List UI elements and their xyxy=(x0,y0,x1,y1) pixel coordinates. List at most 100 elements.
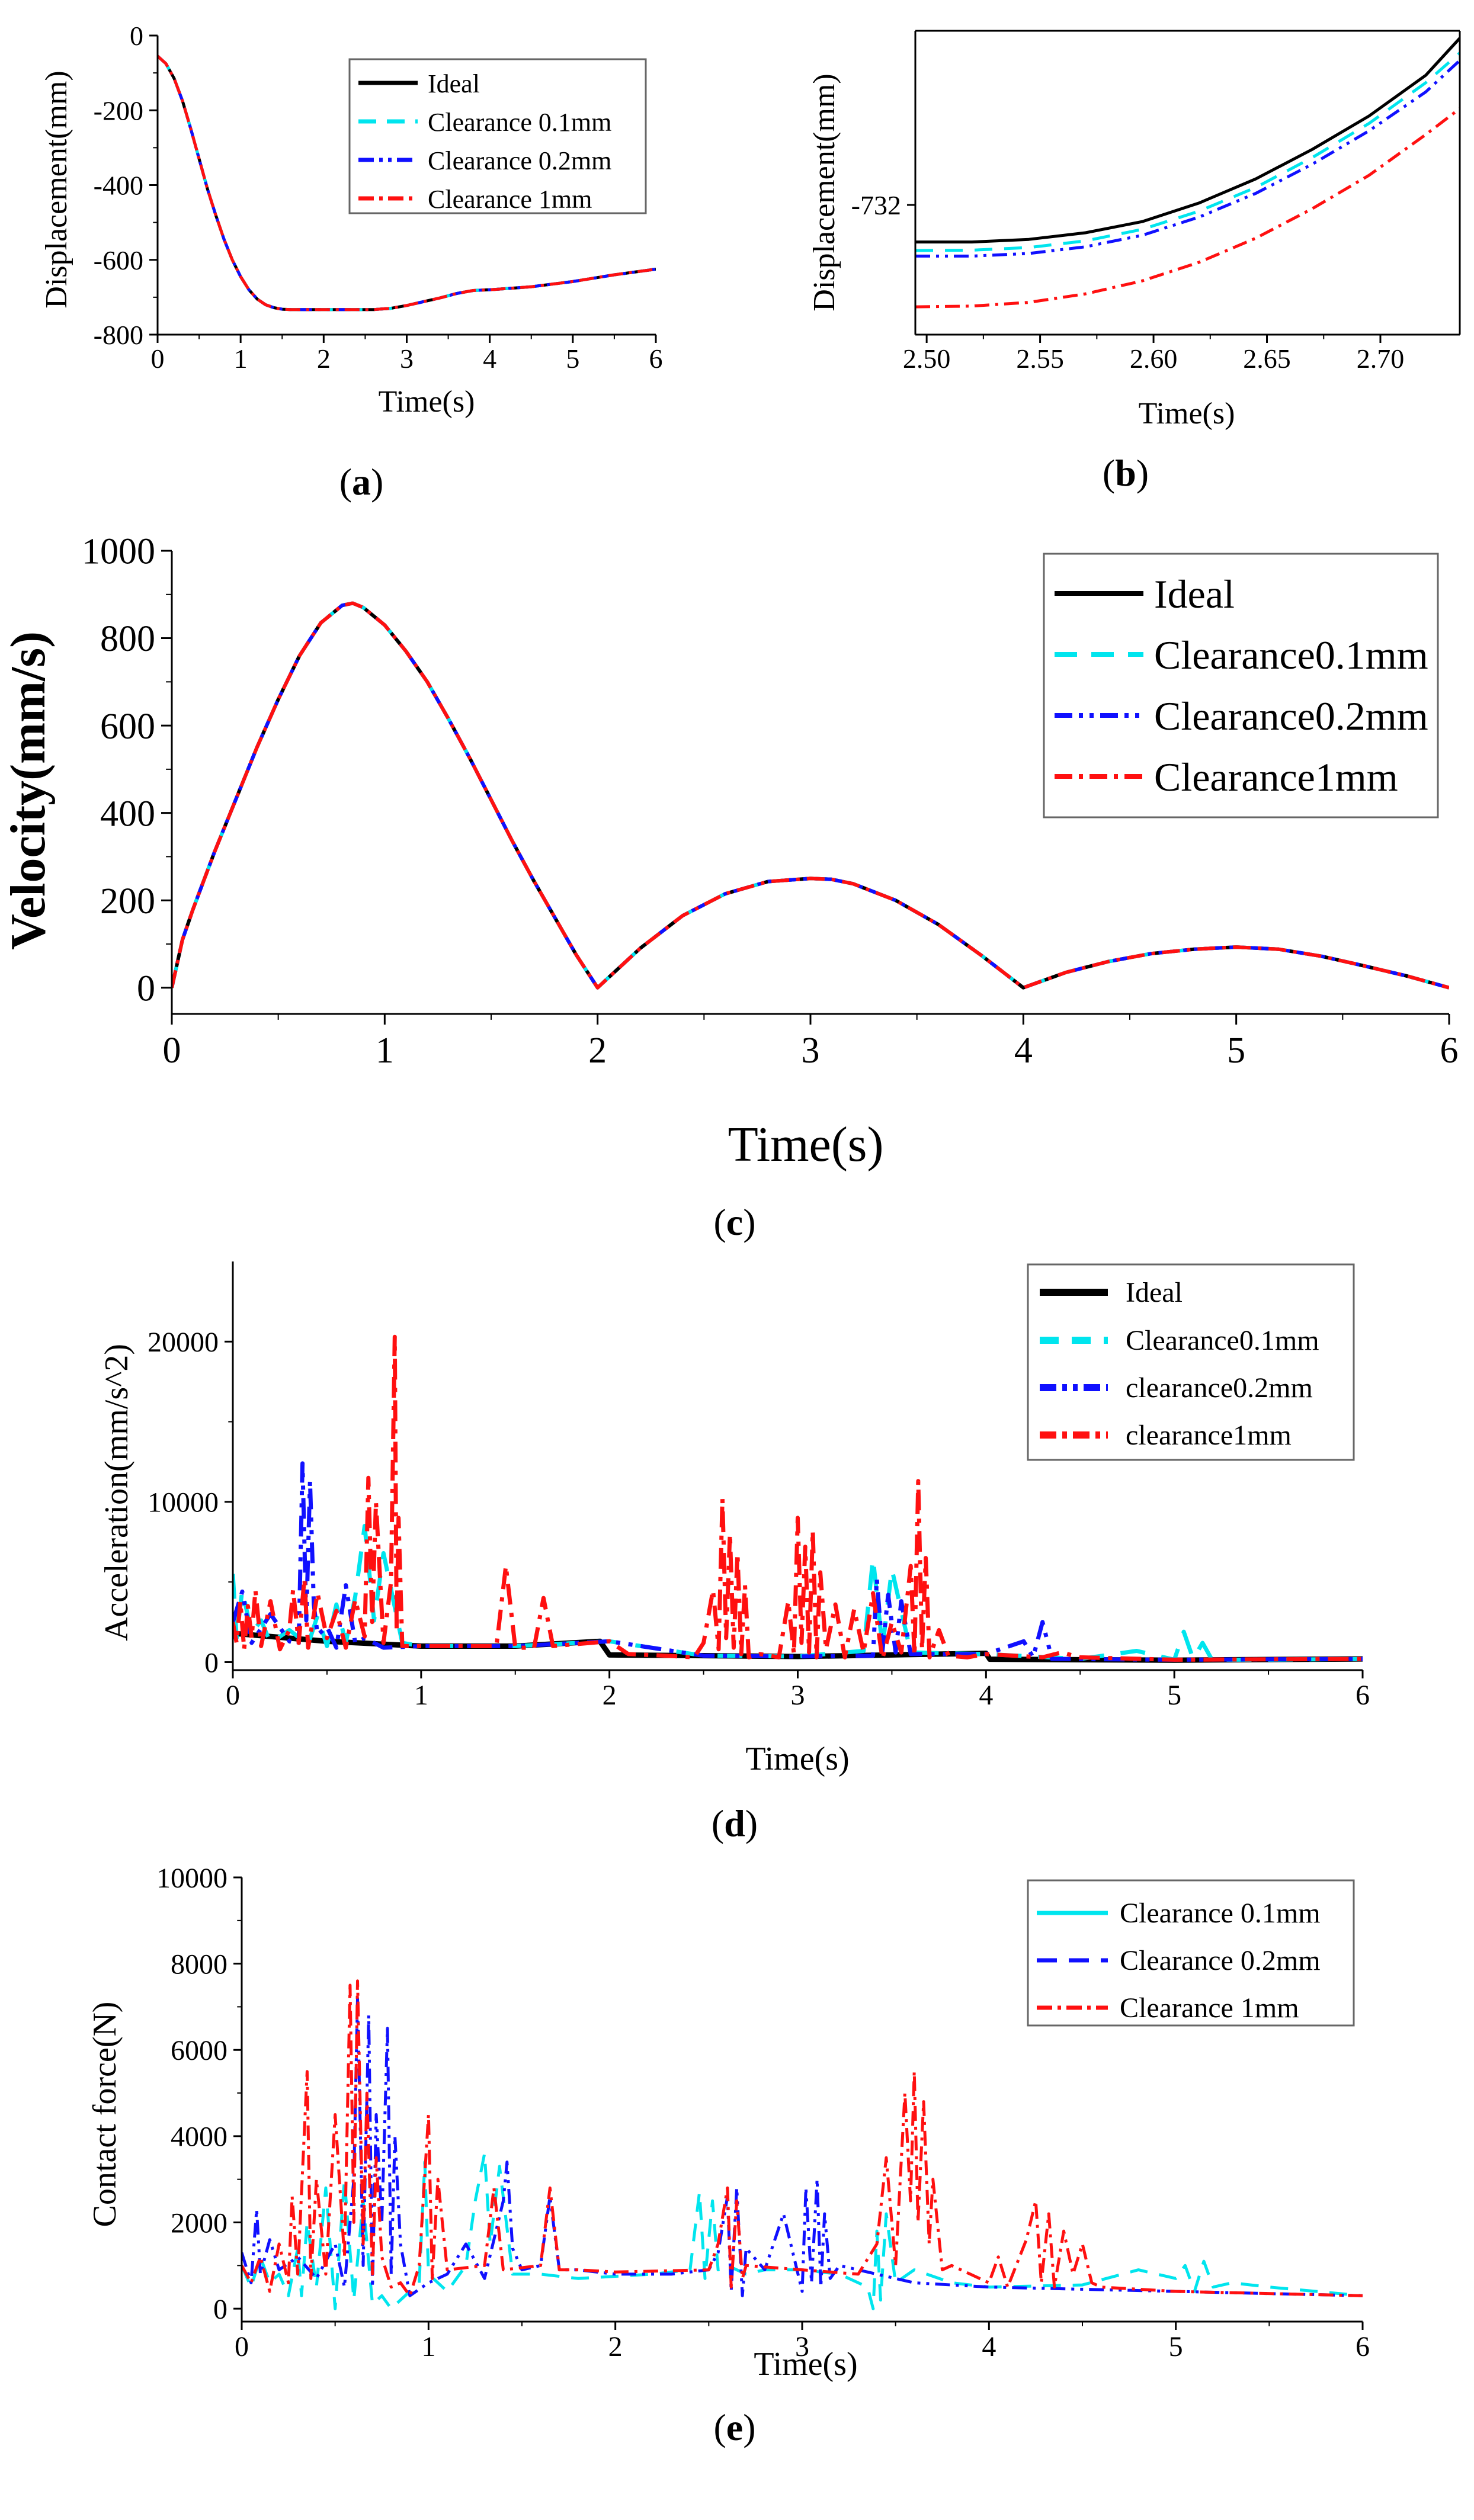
panel-e: Time(s) Contact force(N) (e) Clearance 0… xyxy=(86,1879,1355,2448)
y-tick-label: 8000 xyxy=(171,1948,227,1980)
x-tick-label: 1 xyxy=(421,2331,435,2362)
series-group xyxy=(242,1979,1363,2310)
panel-d-legend: Ideal Clearance0.1mm clearance0.2mm clea… xyxy=(1040,1277,1319,1451)
legend-label-ideal: Ideal xyxy=(428,69,480,98)
x-tick-label: 5 xyxy=(1227,1031,1245,1071)
plot-e: 0 1 2 3 4 5 6 0 2000 4000 6000 8000 10000 xyxy=(156,1863,1370,2362)
panel-b: Time(s) Displacement(mm) (b) xyxy=(808,73,1235,494)
series-line-c02 xyxy=(233,1461,1363,1662)
x-tick-label: 2 xyxy=(603,1680,617,1711)
y-tick-label: 0 xyxy=(213,2294,227,2325)
panel-c-legend-box xyxy=(1043,553,1439,818)
panel-a-xlabel: Time(s) xyxy=(379,385,475,419)
x-tick-label: 0 xyxy=(151,344,165,374)
series-line-c1 xyxy=(915,107,1460,309)
panel-b-xlabel: Time(s) xyxy=(1139,397,1235,431)
series-line-c1 xyxy=(233,1334,1363,1662)
x-tick-label: 4 xyxy=(483,344,496,374)
y-tick-label: 800 xyxy=(100,619,155,659)
y-tick-label: -600 xyxy=(94,245,143,275)
y-tick-label: 2000 xyxy=(171,2207,227,2239)
panel-a-ylabel: Displacement(mm) xyxy=(40,70,73,308)
x-tick-label: 0 xyxy=(163,1031,181,1071)
panel-d-legend-box xyxy=(1027,1263,1355,1461)
legend-label-c02: Clearance 0.2mm xyxy=(1120,1945,1321,1976)
panel-a: Time(s) Displacement(mm) (a) Ideal Clear… xyxy=(40,58,647,503)
legend-label-c02: clearance0.2mm xyxy=(1126,1372,1313,1404)
x-tick-label: 2 xyxy=(317,344,331,374)
panel-e-legend: Clearance 0.1mm Clearance 0.2mm Clearanc… xyxy=(1037,1898,1321,2024)
x-tick-label: 2.50 xyxy=(903,344,951,374)
x-tick-label: 4 xyxy=(982,2331,996,2362)
x-tick-label: 4 xyxy=(979,1680,993,1711)
legend-label-c1: clearance1mm xyxy=(1126,1420,1292,1451)
plot-c: 0 1 2 3 4 5 6 0 200 400 600 800 1000 xyxy=(82,532,1459,1071)
x-tick-label: 1 xyxy=(414,1680,428,1711)
legend-label-c01: Clearance 0.1mm xyxy=(428,108,611,137)
plot-b: 2.50 2.55 2.60 2.65 2.70 -732 xyxy=(851,30,1461,374)
panel-c-legend: Ideal Clearance0.1mm Clearance0.2mm Clea… xyxy=(1055,572,1428,800)
series-line-c1 xyxy=(242,1979,1363,2297)
x-tick-label: 2.70 xyxy=(1357,344,1405,374)
y-tick-label: 400 xyxy=(100,794,155,834)
y-tick-label: -200 xyxy=(94,95,143,126)
panel-d: Time(s) Acceleration(mm/s^2) (d) Ideal C… xyxy=(98,1263,1355,1844)
panel-c-caption: (c) xyxy=(713,1201,755,1243)
y-tick-label: -732 xyxy=(851,190,901,220)
panel-e-xlabel: Time(s) xyxy=(754,2346,857,2383)
y-tick-label: 0 xyxy=(130,21,143,51)
legend-label-ideal: Ideal xyxy=(1154,572,1235,617)
series-line-c1 xyxy=(172,601,1449,990)
series-line-c02 xyxy=(915,59,1460,258)
series-group xyxy=(915,37,1460,309)
series-line-c1 xyxy=(158,54,656,312)
x-tick-label: 0 xyxy=(226,1680,240,1711)
y-tick-label: 0 xyxy=(137,968,155,1009)
plot-a: 0 1 2 3 4 5 6 0 -200 -400 -600 -800 xyxy=(94,21,663,374)
y-tick-label: 6000 xyxy=(171,2035,227,2066)
legend-label-c1: Clearance1mm xyxy=(1154,755,1398,800)
panel-c: Time(s) Velocity(mm/s) (c) Ideal Clearan… xyxy=(1,553,1439,1243)
x-tick-label: 3 xyxy=(802,1031,820,1071)
x-tick-label: 1 xyxy=(234,344,248,374)
y-tick-label: 10000 xyxy=(148,1487,219,1519)
x-tick-label: 2.65 xyxy=(1243,344,1291,374)
x-tick-label: 6 xyxy=(1356,1680,1370,1711)
panel-e-legend-box xyxy=(1027,1879,1355,2027)
panel-b-ylabel: Displacement(mm) xyxy=(808,73,841,311)
y-tick-label: 0 xyxy=(204,1647,219,1678)
x-tick-label: 3 xyxy=(795,2331,809,2362)
panel-d-xlabel: Time(s) xyxy=(745,1741,849,1777)
x-tick-label: 2.60 xyxy=(1130,344,1178,374)
panel-e-caption: (e) xyxy=(713,2406,755,2448)
series-line-c01 xyxy=(915,52,1460,252)
y-tick-label: -400 xyxy=(94,171,143,201)
legend-label-c02: Clearance 0.2mm xyxy=(428,146,611,175)
legend-label-c01: Clearance 0.1mm xyxy=(1120,1898,1321,1929)
x-tick-label: 3 xyxy=(791,1680,805,1711)
x-tick-label: 6 xyxy=(1440,1031,1459,1071)
panel-a-legend: Ideal Clearance 0.1mm Clearance 0.2mm Cl… xyxy=(358,69,611,214)
y-tick-label: 10000 xyxy=(156,1863,227,1894)
y-tick-label: 200 xyxy=(100,881,155,922)
x-tick-label: 5 xyxy=(1167,1680,1181,1711)
x-tick-label: 2.55 xyxy=(1016,344,1064,374)
panel-c-ylabel: Velocity(mm/s) xyxy=(1,631,56,950)
series-group xyxy=(172,601,1449,990)
panel-e-ylabel: Contact force(N) xyxy=(86,2002,123,2227)
x-tick-label: 2 xyxy=(608,2331,623,2362)
series-line-c02 xyxy=(242,1996,1363,2297)
panel-d-caption: (d) xyxy=(712,1802,758,1844)
legend-label-c1: Clearance 1mm xyxy=(1120,1992,1299,2024)
x-tick-label: 4 xyxy=(1014,1031,1033,1071)
series-line-ideal xyxy=(915,37,1460,244)
x-tick-label: 1 xyxy=(376,1031,394,1071)
x-tick-label: 5 xyxy=(566,344,579,374)
x-tick-label: 2 xyxy=(588,1031,607,1071)
x-tick-label: 0 xyxy=(235,2331,249,2362)
y-tick-label: 600 xyxy=(100,707,155,747)
x-tick-label: 6 xyxy=(1356,2331,1370,2362)
legend-label-c01: Clearance0.1mm xyxy=(1154,633,1428,678)
y-tick-label: 4000 xyxy=(171,2121,227,2153)
